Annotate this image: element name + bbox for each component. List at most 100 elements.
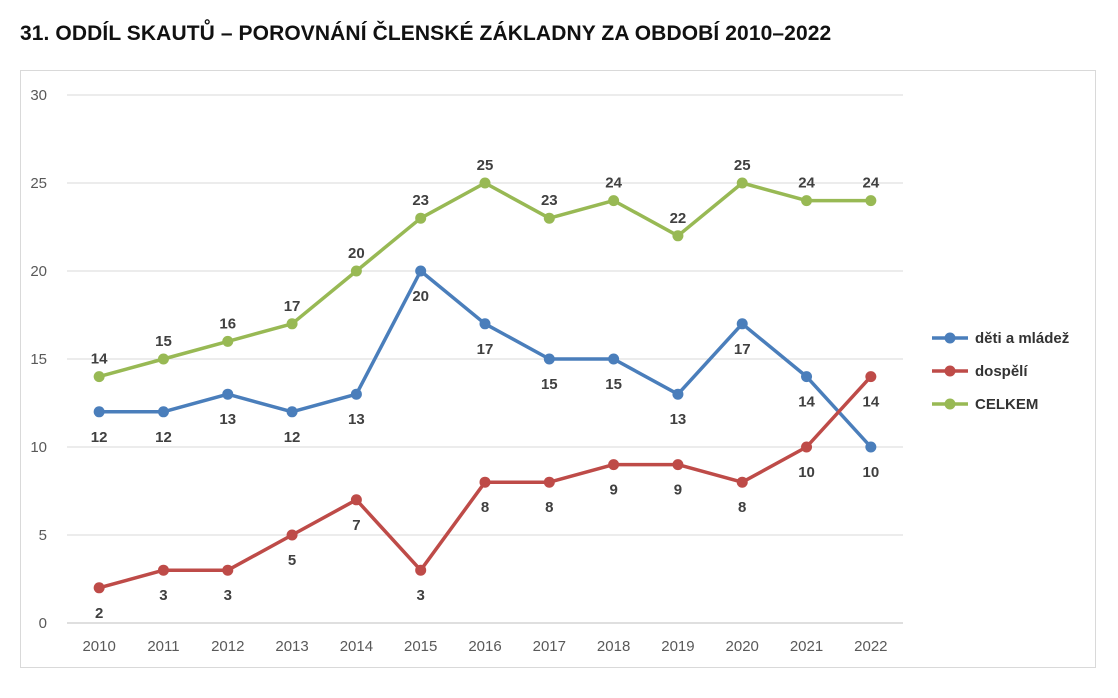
x-tick-label: 2022 — [854, 638, 887, 655]
data-label: 12 — [155, 429, 172, 446]
data-point — [736, 177, 748, 189]
data-label: 16 — [219, 315, 236, 332]
gridlines — [67, 94, 903, 624]
data-label: 12 — [91, 429, 108, 446]
data-label: 24 — [798, 175, 815, 192]
data-point — [157, 564, 169, 576]
data-label: 8 — [545, 499, 553, 516]
data-point — [479, 318, 491, 330]
data-label: 12 — [284, 429, 301, 446]
y-tick-label: 20 — [30, 263, 47, 280]
data-label: 14 — [91, 351, 108, 368]
legend-entry: CELKEM — [975, 396, 1038, 413]
data-point — [865, 195, 877, 207]
data-point — [286, 406, 298, 418]
data-point — [286, 318, 298, 330]
data-label: 10 — [798, 464, 815, 481]
data-point — [801, 371, 813, 383]
data-point — [286, 529, 298, 541]
data-label: 8 — [481, 499, 489, 516]
data-point — [415, 265, 427, 277]
data-point — [672, 388, 684, 400]
data-point — [350, 494, 362, 506]
x-tick-label: 2021 — [790, 638, 823, 655]
x-tick-label: 2017 — [533, 638, 566, 655]
data-point — [415, 212, 427, 224]
data-point — [415, 564, 427, 576]
x-tick-label: 2020 — [726, 638, 759, 655]
y-tick-label: 30 — [30, 87, 47, 104]
data-point — [865, 441, 877, 453]
y-tick-label: 15 — [30, 351, 47, 368]
data-label: 14 — [798, 394, 815, 411]
data-label: 17 — [734, 341, 751, 358]
data-label: 23 — [541, 192, 558, 209]
data-label: 15 — [155, 333, 172, 350]
data-label: 17 — [284, 298, 301, 315]
legend-swatch-marker — [944, 332, 956, 344]
series-lines — [98, 181, 873, 590]
data-point — [479, 476, 491, 488]
legend-entry: děti a mládež — [975, 330, 1069, 347]
data-point — [350, 388, 362, 400]
x-tick-label: 2010 — [82, 638, 115, 655]
series-points — [93, 177, 877, 594]
data-label: 17 — [477, 341, 494, 358]
x-tick-label: 2012 — [211, 638, 244, 655]
data-label: 15 — [605, 376, 622, 393]
data-point — [543, 212, 555, 224]
x-tick-label: 2015 — [404, 638, 437, 655]
data-label: 7 — [352, 517, 360, 534]
data-point — [157, 353, 169, 365]
y-tick-label: 10 — [30, 439, 47, 456]
data-point — [672, 459, 684, 471]
data-label: 22 — [670, 210, 687, 227]
data-label: 9 — [609, 482, 617, 499]
data-label: 14 — [863, 394, 880, 411]
data-point — [93, 582, 105, 594]
data-point — [608, 353, 620, 365]
data-point — [801, 441, 813, 453]
legend-swatch-marker — [944, 365, 956, 377]
data-point — [222, 388, 234, 400]
data-label: 20 — [348, 245, 365, 262]
x-tick-label: 2013 — [275, 638, 308, 655]
data-point — [608, 459, 620, 471]
x-tick-label: 2019 — [661, 638, 694, 655]
data-point — [865, 371, 877, 383]
data-label: 3 — [417, 587, 425, 604]
data-point — [801, 195, 813, 207]
page-title: 31. ODDÍL SKAUTŮ – POROVNÁNÍ ČLENSKÉ ZÁK… — [20, 22, 832, 45]
data-point — [222, 564, 234, 576]
y-tick-label: 0 — [39, 615, 47, 632]
data-label: 8 — [738, 499, 746, 516]
legend-swatch-marker — [944, 398, 956, 410]
data-point — [672, 230, 684, 242]
data-label: 3 — [224, 587, 232, 604]
data-label: 5 — [288, 552, 296, 569]
chart-frame — [20, 70, 1096, 668]
y-axis-ticks: 0 5 10 15 20 25 30 — [30, 87, 47, 632]
y-tick-label: 5 — [39, 527, 47, 544]
legend: děti a mládež dospělí CELKEM — [932, 330, 1069, 413]
data-point — [736, 318, 748, 330]
data-label: 9 — [674, 482, 682, 499]
data-label: 24 — [863, 175, 880, 192]
data-label: 23 — [412, 192, 429, 209]
x-tick-label: 2018 — [597, 638, 630, 655]
data-label: 20 — [412, 288, 429, 305]
data-point — [543, 476, 555, 488]
data-label: 2 — [95, 605, 103, 622]
data-point — [93, 406, 105, 418]
x-axis-ticks: 2010 2011 2012 2013 2014 2015 2016 2017 2018 2019… — [82, 638, 887, 655]
x-tick-label: 2016 — [468, 638, 501, 655]
data-label: 3 — [159, 587, 167, 604]
data-point — [543, 353, 555, 365]
data-label: 13 — [348, 411, 365, 428]
data-label: 24 — [605, 175, 622, 192]
data-point — [93, 371, 105, 383]
x-tick-label: 2014 — [340, 638, 373, 655]
data-label: 15 — [541, 376, 558, 393]
data-label: 25 — [477, 157, 494, 174]
